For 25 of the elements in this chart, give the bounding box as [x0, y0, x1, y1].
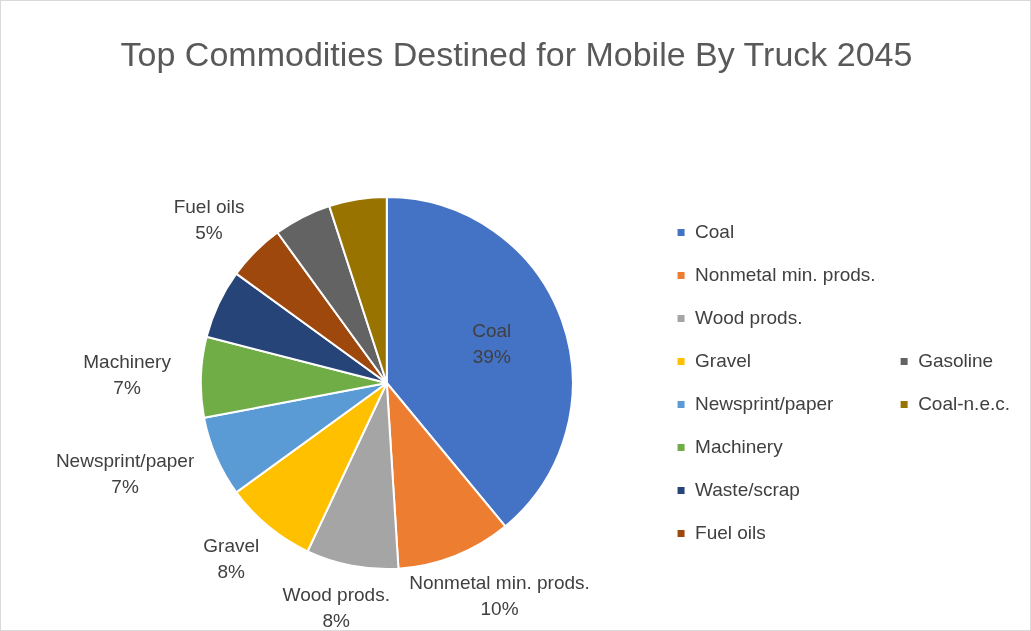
data-label: 8% [322, 610, 351, 631]
legend-label: Gravel [695, 349, 752, 371]
slice-label: Machinery [83, 351, 172, 373]
slice-label: Coal [472, 320, 512, 342]
data-label: 10% [480, 598, 519, 620]
data-label: 7% [111, 475, 139, 497]
legend-label: Waste/scrap [695, 478, 800, 500]
legend-label: Coal-n.e.c. [918, 392, 1010, 414]
data-label: 8% [217, 561, 246, 583]
slice-label: Fuel oils [173, 195, 245, 217]
legend-label: Newsprint/paper [695, 392, 835, 414]
legend-label: Machinery [695, 435, 784, 457]
data-label: 7% [113, 377, 141, 399]
legend-label: Gasoline [918, 349, 994, 371]
legend-label: Wood prods. [695, 306, 803, 328]
legend-label: Fuel oils [695, 521, 766, 543]
legend-label: Coal [695, 220, 735, 242]
slice-label: Gravel [203, 535, 260, 557]
chart-title: Top Commodities Destined for Mobile By Truck 2045 [119, 34, 914, 75]
slice-label: Wood prods. [282, 584, 390, 606]
slice-label: Nonmetal min. prods. [409, 572, 590, 594]
data-label: 39% [472, 346, 511, 368]
slice-label: Newsprint/paper [55, 449, 195, 471]
legend-label: Nonmetal min. prods. [695, 263, 876, 285]
data-label: 5% [195, 221, 223, 243]
